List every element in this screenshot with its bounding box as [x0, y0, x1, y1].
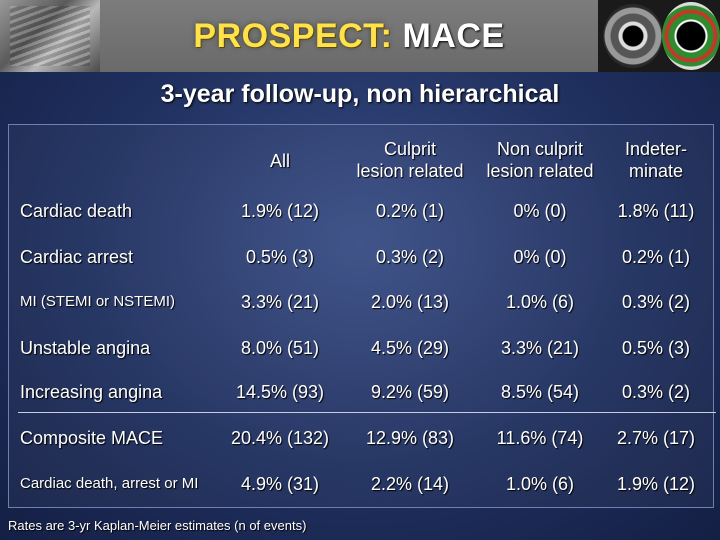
- row-label-composite-mace: Composite MACE: [20, 428, 164, 448]
- table-cell: 0.5% (3): [621, 338, 691, 358]
- ivus-grayscale-image: [603, 4, 663, 68]
- column-header-line2: lesion related: [356, 161, 464, 181]
- column-header-non-culprit: Non culprit lesion related: [470, 138, 610, 182]
- table-cell: 3.3% (21): [240, 292, 320, 312]
- slide-subtitle: 3-year follow-up, non hierarchical: [160, 80, 560, 108]
- table-cell: 2.7% (17): [616, 428, 696, 448]
- ivus-vh-image: [662, 2, 720, 70]
- row-label-cardiac-death: Cardiac death: [20, 201, 133, 221]
- slide-title: PROSPECT: MACE: [193, 17, 504, 56]
- table-cell: 11.6% (74): [496, 428, 584, 448]
- table-cell: 4.9% (31): [240, 474, 320, 494]
- row-label-cardiac-death-arrest-mi: Cardiac death, arrest or MI: [20, 475, 199, 492]
- table-cell: 0.3% (2): [621, 292, 691, 312]
- row-label-unstable-angina: Unstable angina: [20, 338, 151, 358]
- table-cell: 2.0% (13): [370, 292, 450, 312]
- column-header-line1: Culprit: [383, 139, 436, 159]
- table-cell: 20.4% (132): [230, 428, 330, 448]
- table-cell: 2.2% (14): [370, 474, 450, 494]
- results-table: [8, 124, 714, 508]
- header-band: PROSPECT: MACE: [0, 0, 720, 72]
- table-cell: 4.5% (29): [370, 338, 450, 358]
- column-header-indeterminate: Indeter- minate: [606, 138, 706, 182]
- column-header-line1: Non culprit: [496, 139, 584, 159]
- angiogram-image: [0, 0, 100, 72]
- table-cell: 8.0% (51): [240, 338, 320, 358]
- column-header-line1: Indeter-: [624, 139, 688, 159]
- table-cell: 1.9% (12): [616, 474, 696, 494]
- table-cell: 0.5% (3): [245, 247, 315, 267]
- table-cell: 0% (0): [513, 201, 567, 221]
- row-label-mi: MI (STEMI or NSTEMI): [20, 293, 175, 310]
- title-rest: MACE: [402, 16, 505, 55]
- column-header-culprit: Culprit lesion related: [340, 138, 480, 182]
- footnote: Rates are 3-yr Kaplan-Meier estimates (n…: [8, 518, 307, 533]
- column-header-line2: lesion related: [486, 161, 594, 181]
- table-cell: 1.8% (11): [617, 201, 695, 221]
- title-box: PROSPECT: MACE: [100, 0, 598, 72]
- table-cell: 3.3% (21): [500, 338, 580, 358]
- table-cell: 1.9% (12): [240, 201, 320, 221]
- table-cell: 0.2% (1): [621, 247, 691, 267]
- table-cell: 1.0% (6): [505, 292, 575, 312]
- table-cell: 0% (0): [513, 247, 567, 267]
- column-header-line1: All: [269, 151, 290, 171]
- table-cell: 9.2% (59): [370, 382, 450, 402]
- table-cell: 14.5% (93): [235, 382, 325, 402]
- table-cell: 8.5% (54): [500, 382, 580, 402]
- table-separator: [18, 412, 716, 413]
- table-cell: 0.3% (2): [375, 247, 445, 267]
- title-accent: PROSPECT:: [193, 16, 393, 55]
- column-header-line2: minate: [628, 161, 684, 181]
- column-header-all: All: [240, 150, 320, 172]
- row-label-increasing-angina: Increasing angina: [20, 382, 163, 402]
- row-label-cardiac-arrest: Cardiac arrest: [20, 247, 134, 267]
- table-cell: 0.2% (1): [375, 201, 445, 221]
- table-cell: 0.3% (2): [621, 382, 691, 402]
- table-cell: 1.0% (6): [505, 474, 575, 494]
- table-cell: 12.9% (83): [365, 428, 455, 448]
